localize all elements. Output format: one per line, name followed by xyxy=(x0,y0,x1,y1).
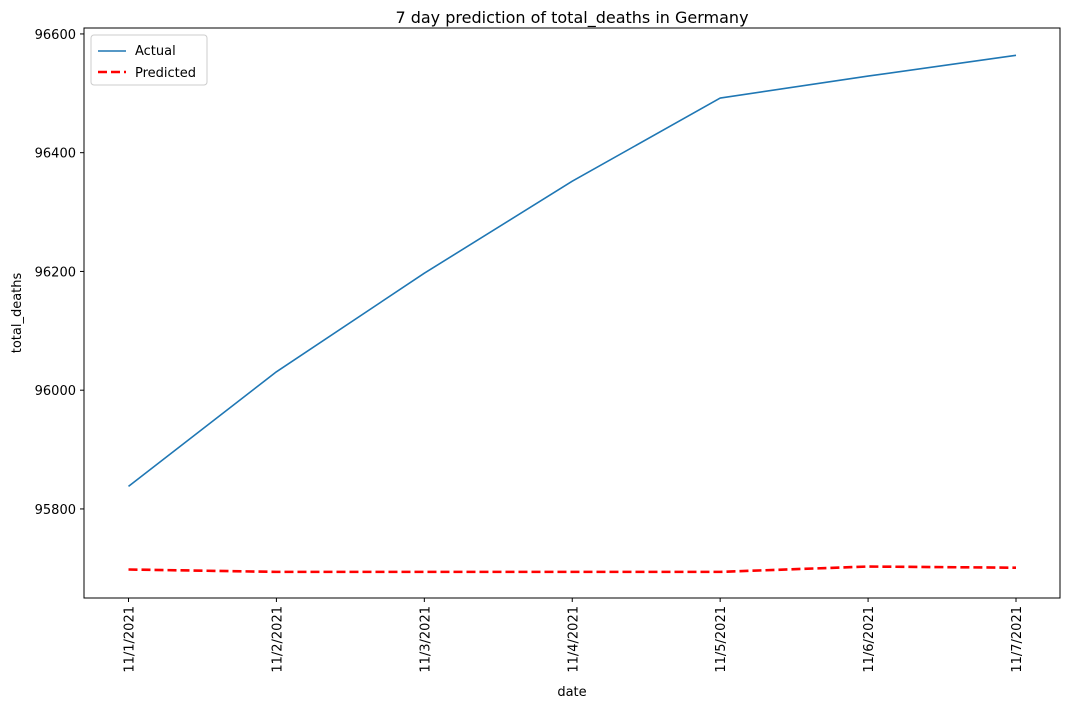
y-axis-label: total_deaths xyxy=(10,273,25,354)
x-tick-label: 11/6/2021 xyxy=(862,606,877,673)
y-tick-label: 96600 xyxy=(35,28,76,43)
x-tick-label: 11/2/2021 xyxy=(270,606,285,673)
x-tick-label: 11/7/2021 xyxy=(1010,606,1025,673)
series-layer xyxy=(128,54,1017,574)
legend: Actual Predicted xyxy=(90,34,208,86)
y-tick-label: 95800 xyxy=(35,503,76,518)
legend-actual-label: Actual xyxy=(135,44,176,59)
x-axis-label: date xyxy=(557,685,586,700)
series-line-predicted xyxy=(128,565,1017,574)
series-line-actual xyxy=(128,54,1017,488)
x-tick-label: 11/3/2021 xyxy=(418,606,433,673)
y-tick-label: 96200 xyxy=(35,265,76,280)
y-tick-label: 96000 xyxy=(35,384,76,399)
chart-title: 7 day prediction of total_deaths in Germ… xyxy=(395,8,748,28)
y-tick-label: 96400 xyxy=(35,147,76,162)
x-tick-label: 11/4/2021 xyxy=(566,606,581,673)
legend-predicted-label: Predicted xyxy=(135,66,196,81)
x-tick-label: 11/5/2021 xyxy=(714,606,729,673)
x-tick-label: 11/1/2021 xyxy=(123,606,138,673)
y-axis: 95800 96000 96200 96400 96600 xyxy=(35,28,84,518)
x-axis: 11/1/2021 11/2/2021 11/3/2021 11/4/2021 11/5… xyxy=(123,598,1025,673)
